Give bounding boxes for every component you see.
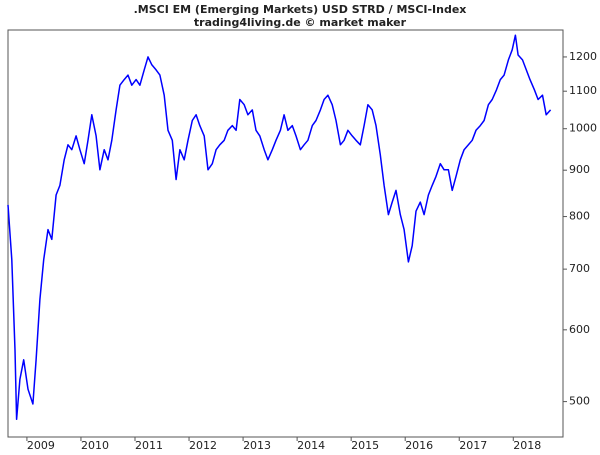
x-tick-label: 2016 bbox=[405, 439, 433, 452]
x-tick-label: 2013 bbox=[243, 439, 271, 452]
y-tick-label: 1200 bbox=[569, 50, 597, 63]
chart-title: .MSCI EM (Emerging Markets) USD STRD / M… bbox=[134, 3, 467, 16]
y-tick-label: 500 bbox=[569, 395, 590, 408]
price-line bbox=[7, 34, 552, 421]
x-tick-label: 2010 bbox=[81, 439, 109, 452]
x-tick-label: 2018 bbox=[513, 439, 541, 452]
x-tick-label: 2014 bbox=[297, 439, 325, 452]
x-tick-label: 2009 bbox=[27, 439, 55, 452]
y-tick-label: 1100 bbox=[569, 84, 597, 97]
x-tick-label: 2017 bbox=[459, 439, 487, 452]
y-tick-label: 1000 bbox=[569, 122, 597, 135]
plot-frame bbox=[7, 29, 564, 438]
x-tick-label: 2012 bbox=[189, 439, 217, 452]
y-tick-label: 800 bbox=[569, 210, 590, 223]
x-tick-label: 2011 bbox=[135, 439, 163, 452]
chart-subtitle: trading4living.de © market maker bbox=[194, 16, 407, 29]
y-tick-label: 700 bbox=[569, 262, 590, 275]
x-tick-label: 2015 bbox=[351, 439, 379, 452]
y-tick-label: 600 bbox=[569, 323, 590, 336]
y-tick-label: 900 bbox=[569, 163, 590, 176]
